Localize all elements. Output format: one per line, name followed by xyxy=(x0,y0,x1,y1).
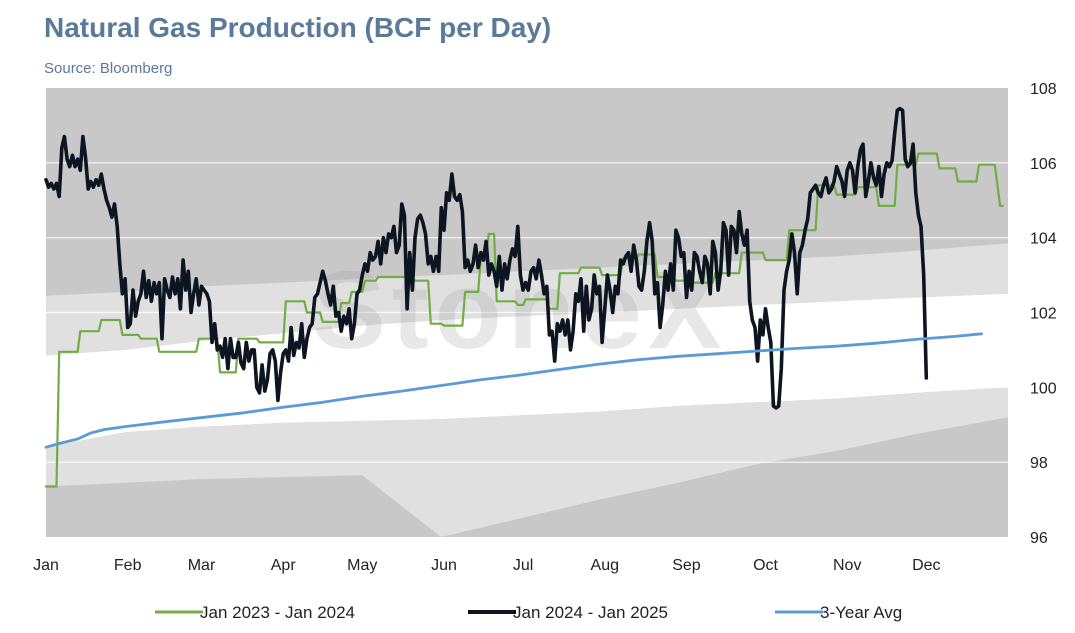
x-tick-label: Jul xyxy=(513,557,533,574)
y-tick-label: 98 xyxy=(1030,455,1048,472)
x-tick-label: Nov xyxy=(833,557,861,574)
x-tick-label: May xyxy=(347,557,377,574)
series-line-2 xyxy=(44,106,929,410)
x-tick-label: Feb xyxy=(114,557,142,574)
x-tick-label: Dec xyxy=(912,557,940,574)
x-tick-label: Jun xyxy=(431,557,457,574)
x-tick-label: Sep xyxy=(672,557,701,574)
y-tick-label: 106 xyxy=(1030,156,1057,173)
x-tick-label: Oct xyxy=(753,557,778,574)
x-tick-label: Apr xyxy=(271,557,297,574)
chart-title: Natural Gas Production (BCF per Day) xyxy=(44,12,552,43)
y-tick-label: 102 xyxy=(1030,306,1057,323)
x-tick-label: Mar xyxy=(188,557,216,574)
legend-label: Jan 2024 - Jan 2025 xyxy=(513,603,668,622)
y-tick-label: 108 xyxy=(1030,81,1057,98)
y-tick-label: 96 xyxy=(1030,530,1048,547)
x-tick-label: Aug xyxy=(591,557,619,574)
y-tick-label: 104 xyxy=(1030,231,1057,248)
legend-label: Jan 2023 - Jan 2024 xyxy=(200,603,355,622)
x-tick-label: Jan xyxy=(33,557,59,574)
chart-subtitle: Source: Bloomberg xyxy=(44,60,173,77)
series-line-3 xyxy=(44,332,983,449)
legend-label: 3-Year Avg xyxy=(820,603,902,622)
y-tick-label: 100 xyxy=(1030,380,1057,397)
